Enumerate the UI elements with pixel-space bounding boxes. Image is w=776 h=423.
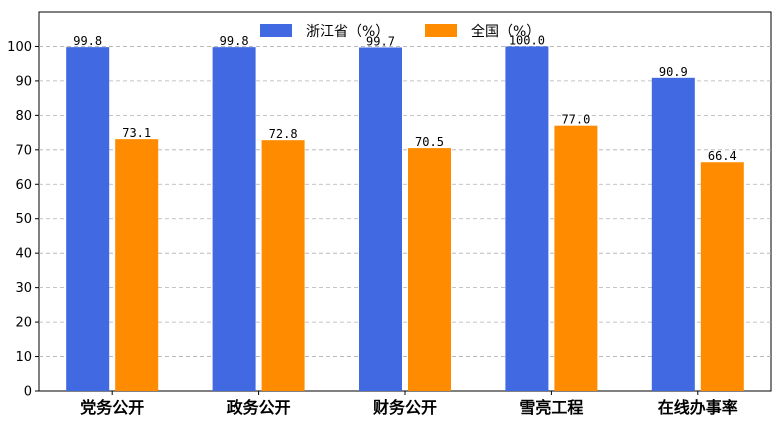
x-tick-label-1: 政务公开 <box>227 398 291 417</box>
x-tick-label-4: 在线办事率 <box>658 398 738 417</box>
bar-national-4 <box>700 162 744 391</box>
bars <box>66 46 744 392</box>
y-tick-label-70: 70 <box>15 143 32 158</box>
labels: 0 10 20 30 40 50 60 70 80 90 100 99.8 73.1 党务公开 99.8 72… <box>7 33 738 417</box>
x-tick-label-3: 雪亮工程 <box>519 398 583 417</box>
y-tick-label-90: 90 <box>15 74 32 89</box>
bar-national-3 <box>554 125 598 391</box>
legend-label-national: 全国（%） <box>471 23 540 40</box>
bar-zhejiang-4 <box>651 77 695 392</box>
bar-national-2 <box>408 148 451 391</box>
data-label-zhejiang-4: 90.9 <box>659 65 688 79</box>
x-tick-label-0: 党务公开 <box>80 398 144 417</box>
bar-national-1 <box>261 140 305 391</box>
bar-national-0 <box>115 139 159 391</box>
bar-zhejiang-0 <box>66 47 110 391</box>
bar-zhejiang-2 <box>359 47 402 391</box>
y-tick-label-20: 20 <box>15 316 32 331</box>
data-label-national-1: 72.8 <box>269 127 298 141</box>
y-tick-label-80: 80 <box>15 109 32 124</box>
y-tick-label-50: 50 <box>15 212 32 227</box>
data-label-zhejiang-3: 100.0 <box>509 33 545 47</box>
legend: 浙江省（%） 全国（%） <box>260 23 540 40</box>
y-tick-label-40: 40 <box>15 247 32 262</box>
y-tick-label-0: 0 <box>24 385 32 400</box>
x-tick-label-2: 财务公开 <box>372 398 437 417</box>
legend-swatch-national <box>425 24 457 37</box>
grid-lines <box>35 45 771 395</box>
y-tick-label-10: 10 <box>15 350 32 365</box>
legend-swatch-zhejiang <box>260 24 292 37</box>
data-label-national-2: 70.5 <box>415 135 444 149</box>
bar-zhejiang-3 <box>505 46 549 392</box>
y-tick-label-30: 30 <box>15 281 32 296</box>
data-label-zhejiang-2: 99.7 <box>366 34 395 48</box>
data-label-zhejiang-0: 99.8 <box>73 34 102 48</box>
y-tick-label-60: 60 <box>15 178 32 193</box>
data-label-national-4: 66.4 <box>708 149 737 163</box>
legend-label-zhejiang: 浙江省（%） <box>306 24 389 40</box>
data-label-national-3: 77.0 <box>561 113 590 127</box>
data-label-zhejiang-1: 99.8 <box>220 34 249 48</box>
y-tick-label-100: 100 <box>7 40 32 55</box>
data-label-national-0: 73.1 <box>122 126 151 140</box>
bar-zhejiang-1 <box>212 47 256 391</box>
